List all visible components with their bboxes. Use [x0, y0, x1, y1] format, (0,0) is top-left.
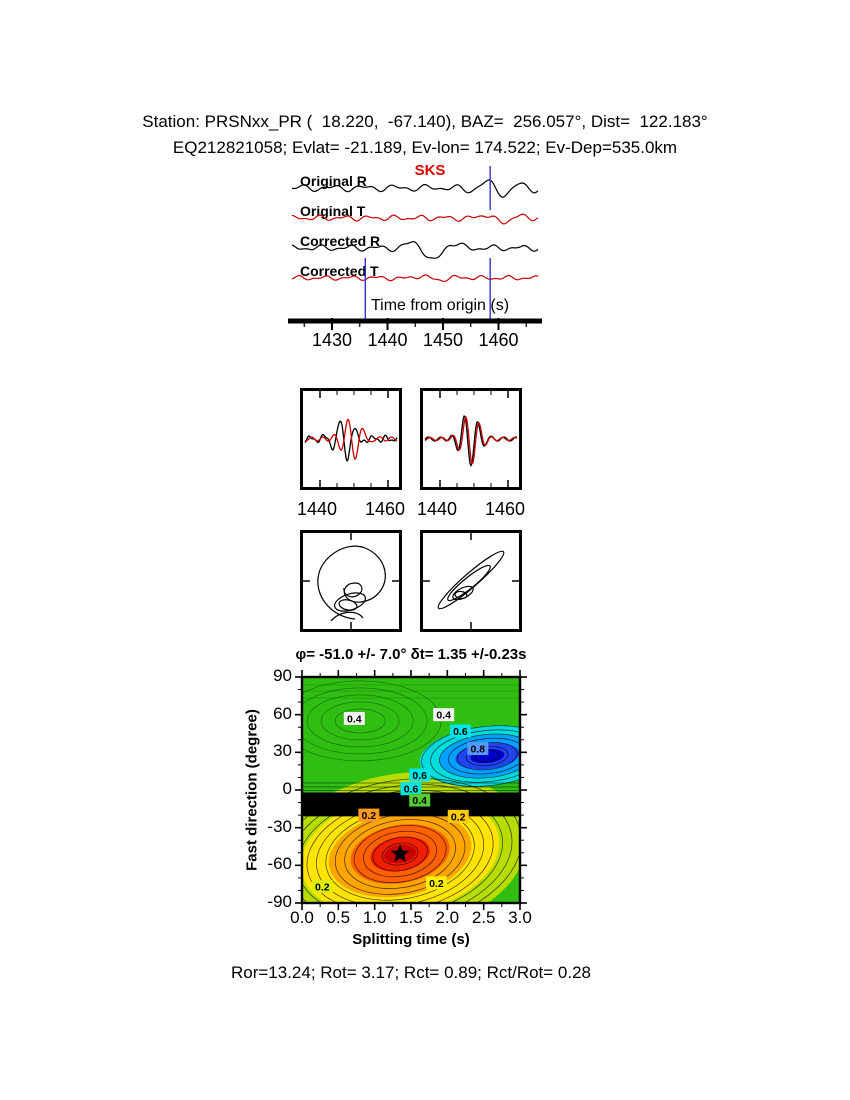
- contour-label-box: [358, 808, 380, 822]
- contour-line: [302, 789, 503, 903]
- contour-line: [306, 694, 414, 748]
- seismogram-trace: [291, 179, 539, 198]
- particle-motion-corrected: [420, 530, 522, 632]
- contour-level-label: 0.4: [412, 795, 427, 807]
- best-solution-star: [390, 844, 410, 863]
- seismogram-trace: [291, 213, 539, 225]
- seismogram-trace: [291, 274, 539, 283]
- contour-level-label: 0.4: [436, 710, 451, 722]
- particle-motion-original-svg: [303, 533, 399, 629]
- time-tick-1450: 1450: [423, 330, 463, 350]
- zoom-panel-corrected: [420, 388, 522, 490]
- contour-line: [334, 813, 466, 895]
- xtick-0.0: 0.0: [290, 908, 314, 927]
- phase-label-sks: SKS: [415, 162, 446, 179]
- time-axis-label: Time from origin (s): [371, 297, 509, 314]
- zoom-uncorrected-svg: [304, 391, 398, 487]
- contour-line: [320, 701, 400, 741]
- contour-level-label: 0.2: [429, 878, 444, 890]
- contour-level-label: 0.6: [453, 726, 468, 738]
- ytick-60: 60: [273, 704, 292, 723]
- contour-line: [325, 807, 475, 901]
- contour-level-label: 0.6: [404, 784, 419, 796]
- slow-component-trace: [424, 416, 518, 465]
- ytick-0: 0: [282, 779, 292, 798]
- contour-line: [302, 687, 428, 755]
- ytick--30: -30: [267, 817, 292, 836]
- time-tick-1430: 1430: [312, 330, 352, 350]
- xtick-1.0: 1.0: [362, 908, 387, 927]
- contour-level-label: 0.2: [451, 811, 466, 823]
- ytick--60: -60: [267, 854, 292, 873]
- event-info: EQ212821058; Evlat= -21.189, Ev-lon= 174…: [172, 138, 678, 157]
- energy-ratio-results: Ror=13.24; Rot= 3.17; Rct= 0.89; Rct/Rot…: [230, 963, 592, 982]
- seismogram-trace: [291, 240, 539, 259]
- zoom-panel-uncorrected: [300, 388, 402, 490]
- contour-line: [448, 737, 520, 775]
- contour-label-box: [425, 876, 447, 890]
- trace-label-corrected-t: Corrected T: [300, 263, 379, 279]
- contour-label-box: [400, 782, 422, 796]
- contour-label-box: [311, 880, 333, 894]
- station-info: Station: PRSNxx_PR ( 18.220, -67.140), B…: [142, 112, 708, 131]
- time-tick-1440: 1440: [367, 330, 407, 350]
- contour-line: [316, 801, 485, 903]
- contour-line: [363, 830, 438, 878]
- contour-line: [353, 825, 447, 884]
- xtick-1.5: 1.5: [399, 908, 423, 927]
- contour-label-box: [467, 742, 489, 756]
- zoom-b-tick-1460: 1460: [484, 499, 526, 519]
- particle-motion-corrected-svg: [423, 533, 519, 629]
- trace-label-corrected-r: Corrected R: [300, 233, 380, 249]
- xtick-3.0: 3.0: [508, 908, 532, 927]
- contour-level-label: 0.6: [412, 770, 427, 782]
- trace-label-original-r: Original R: [300, 173, 367, 189]
- xtick-2.5: 2.5: [471, 908, 496, 927]
- error-surface-contour: 0.4 0.40.60.80.60.60.40.2 0.20.2 0.2: [295, 670, 527, 910]
- contour-level-label: 0.4: [347, 713, 362, 725]
- trace-label-original-t: Original T: [300, 203, 366, 219]
- contour-label-box: [449, 724, 471, 738]
- fast-component-trace: [304, 420, 398, 462]
- contour-line: [430, 729, 520, 783]
- contour-label-box: [343, 711, 365, 725]
- zoom-a-tick-1460: 1460: [364, 499, 406, 519]
- xtick-2.0: 2.0: [435, 908, 460, 927]
- contour-line: [344, 819, 456, 889]
- x-axis-title: Splitting time (s): [352, 931, 470, 948]
- slow-component-trace: [304, 418, 398, 460]
- contour-line: [372, 836, 428, 872]
- contour-line: [439, 733, 520, 779]
- contour-label-box: [447, 809, 469, 823]
- contour-label-box: [433, 708, 455, 722]
- contour-line: [381, 842, 419, 866]
- waveform-panel: Original R Original T Corrected R Correc…: [288, 162, 542, 350]
- contour-label-box: [409, 793, 431, 807]
- ytick-30: 30: [273, 741, 292, 760]
- zoom-a-tick-1440: 1440: [296, 499, 338, 519]
- splitting-result-title: φ= -51.0 +/- 7.0° δt= 1.35 +/-0.23s: [295, 646, 527, 663]
- contour-line: [421, 725, 520, 787]
- contour-label-box: [409, 768, 431, 782]
- contour-level-label: 0.2: [362, 810, 377, 822]
- contour-line: [302, 778, 520, 903]
- zoom-corrected-svg: [424, 391, 518, 487]
- zoom-b-tick-1440: 1440: [416, 499, 458, 519]
- contour-line: [334, 708, 386, 734]
- particle-motion-original: [300, 530, 402, 632]
- contour-level-label: 0.8: [471, 744, 486, 756]
- contour-line: [306, 795, 494, 903]
- ytick--90: -90: [267, 892, 292, 911]
- xtick-0.5: 0.5: [326, 908, 351, 927]
- contour-level-label: 0.2: [315, 882, 330, 894]
- time-tick-1460: 1460: [478, 330, 518, 350]
- ytick-90: 90: [273, 666, 292, 685]
